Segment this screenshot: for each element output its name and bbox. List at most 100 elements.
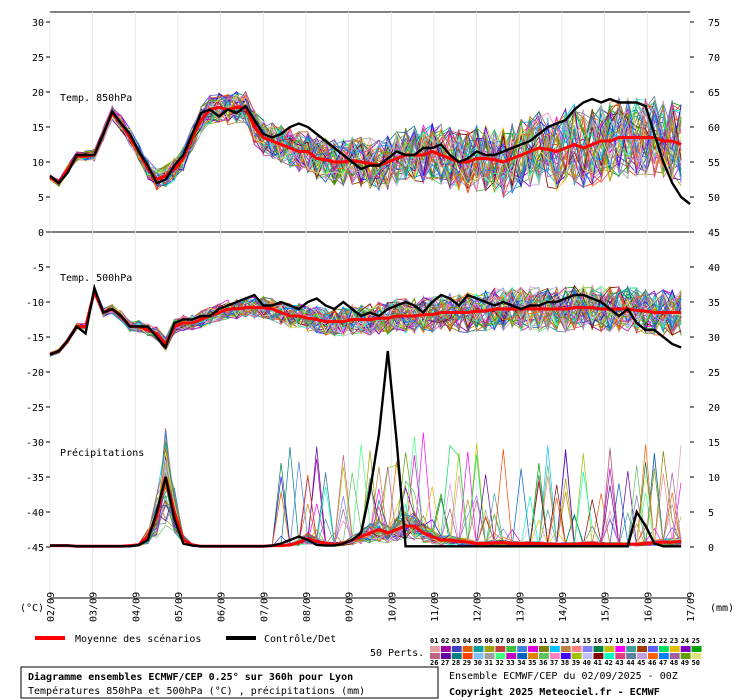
pert-legend-number: 33 [506, 659, 514, 667]
pert-legend-number: 39 [572, 659, 580, 667]
pert-legend-number: 48 [670, 659, 678, 667]
right-tick-label: 20 [708, 403, 720, 414]
x-tick-label: 16/09 [643, 592, 654, 622]
right-tick-label: 70 [708, 53, 720, 64]
pert-legend-number: 35 [528, 659, 536, 667]
run-info: Ensemble ECMWF/CEP du 02/09/2025 - 00Z [449, 671, 678, 682]
right-tick-label: 60 [708, 123, 720, 134]
pert-legend-swatch [691, 646, 702, 652]
pert-legend-number: 04 [463, 637, 471, 645]
pert-legend-number: 28 [452, 659, 460, 667]
pert-legend-number: 42 [604, 659, 612, 667]
pert-legend-number: 23 [670, 637, 678, 645]
pert-legend-number: 17 [604, 637, 612, 645]
left-unit-label: (°C) [20, 603, 44, 614]
pert-legend-number: 49 [681, 659, 689, 667]
pert-legend-swatch [440, 653, 451, 659]
pert-legend-swatch [593, 653, 604, 659]
pert-legend-swatch [626, 646, 637, 652]
left-tick-label: -25 [26, 403, 44, 414]
pert-legend-swatch [691, 653, 702, 659]
pert-legend-number: 07 [495, 637, 503, 645]
mean-line-t500 [49, 286, 682, 356]
pert-legend-swatch [473, 646, 484, 652]
pert-legend-swatch [528, 653, 538, 659]
pert-legend-number: 29 [463, 659, 471, 667]
x-tick-label: 05/09 [174, 592, 185, 622]
pert-legend-swatch [539, 646, 549, 652]
chart-title: Diagramme ensembles ECMWF/CEP 0.25° sur … [28, 671, 353, 683]
pert-legend-swatch [451, 653, 462, 659]
pert-legend-number: 25 [692, 637, 700, 645]
pert-legend-number: 36 [539, 659, 547, 667]
pert-legend-number: 40 [583, 659, 591, 667]
right-tick-label: 25 [708, 368, 720, 379]
pert-legend-swatch [549, 646, 560, 652]
pert-legend-swatch [648, 653, 658, 659]
right-tick-label: 45 [708, 228, 720, 239]
panel-label-t500: Temp. 500hPa [60, 273, 132, 284]
title-box [20, 666, 439, 699]
pert-legend-number: 47 [659, 659, 667, 667]
right-tick-label: 35 [708, 298, 720, 309]
pert-legend-swatch [517, 646, 528, 652]
pert-legend-number: 10 [528, 637, 536, 645]
pert-legend-number: 16 [594, 637, 602, 645]
legend-control-swatch [226, 636, 256, 640]
pert-legend-number: 08 [506, 637, 514, 645]
pert-legend-swatch [517, 653, 528, 659]
pert-legend-number: 18 [615, 637, 623, 645]
right-tick-label: 55 [708, 158, 720, 169]
pert-legend-number: 12 [550, 637, 558, 645]
right-tick-label: 65 [708, 88, 720, 99]
pert-legend-number: 46 [648, 659, 656, 667]
pert-legend-swatch [669, 653, 680, 659]
pert-legend-swatch [484, 653, 495, 659]
left-tick-label: 0 [38, 228, 44, 239]
pert-legend-swatch [440, 646, 451, 652]
pert-legend-number: 01 [430, 637, 438, 645]
pert-legend-number: 34 [517, 659, 525, 667]
pert-legend-number: 30 [474, 659, 482, 667]
pert-line-850 [49, 94, 682, 192]
pert-legend-number: 41 [594, 659, 602, 667]
pert-legend-number: 43 [615, 659, 623, 667]
pert-legend-swatch [615, 653, 626, 659]
pert-legend-number: 06 [485, 637, 493, 645]
main-lines [49, 97, 691, 548]
x-tick-label: 14/09 [558, 592, 569, 622]
pert-legend-number: 02 [441, 637, 449, 645]
left-tick-label: -20 [26, 368, 44, 379]
pert-legend-number: 15 [583, 637, 591, 645]
pert-legend-swatch [484, 646, 495, 652]
x-tick-label: 07/09 [259, 592, 270, 622]
pert-line-850 [49, 94, 682, 189]
x-tick-label: 12/09 [473, 592, 484, 622]
pert-line-500 [49, 287, 682, 357]
pert-legend-swatch [549, 653, 560, 659]
x-axis-ticks: 02/09 03/09 04/09 05/09 06/09 07/09 08/09 09/09… [46, 592, 697, 622]
legend-mean-swatch [35, 636, 65, 640]
left-tick-label: 15 [32, 123, 44, 134]
pert-legend-swatch [495, 653, 506, 659]
x-tick-label: 04/09 [131, 592, 142, 622]
right-tick-label: 30 [708, 333, 720, 344]
pert-legend-swatch [571, 646, 582, 652]
left-tick-label: -10 [26, 298, 44, 309]
pert-legend-swatch [648, 646, 658, 652]
pert-legend-swatch [658, 646, 669, 652]
pert-line-500 [49, 287, 682, 354]
pert-legend-swatch [462, 653, 473, 659]
pert-line-500 [49, 288, 682, 357]
left-tick-label: 30 [32, 18, 44, 29]
right-tick-label: 0 [708, 543, 714, 554]
left-tick-label: -30 [26, 438, 44, 449]
pert-legend-swatch [615, 646, 626, 652]
pert-legend-swatch [626, 653, 637, 659]
pert-legend-number: 09 [517, 637, 525, 645]
x-tick-label: 17/09 [686, 592, 697, 622]
pert-legend-number: 32 [495, 659, 503, 667]
pert-legend-number: 27 [441, 659, 449, 667]
